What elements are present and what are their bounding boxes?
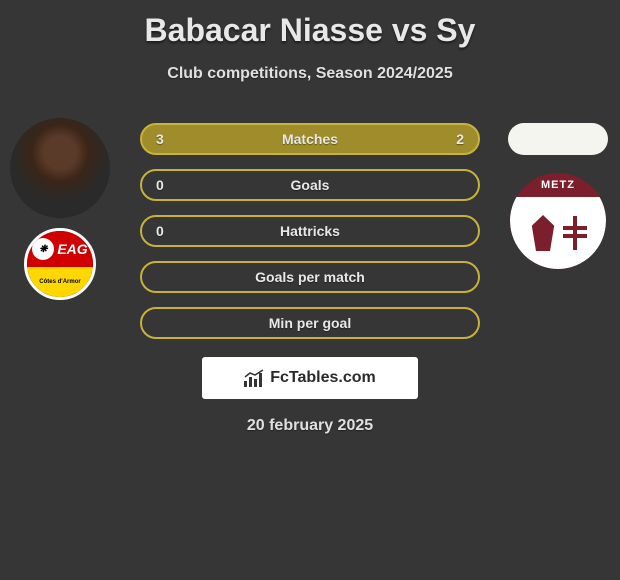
stat-label: Goals: [291, 177, 330, 193]
player-left-avatar: [10, 118, 110, 218]
brand-label: FcTables.com: [270, 369, 376, 387]
eag-sublabel: Côtes d'Armor: [27, 267, 93, 297]
stat-label: Goals per match: [255, 269, 365, 285]
right-player-column: METZ: [508, 118, 608, 269]
page-title: Babacar Niasse vs Sy: [0, 0, 620, 49]
cross-icon: [563, 216, 587, 250]
stat-row-goals: 0 Goals: [140, 169, 480, 201]
stat-rows: 3 Matches 2 0 Goals 0 Hattricks Goals pe…: [140, 123, 480, 339]
stat-label: Min per goal: [269, 315, 351, 331]
stat-row-hattricks: 0 Hattricks: [140, 215, 480, 247]
player-right-avatar-placeholder: [508, 123, 608, 155]
eag-spiral-icon: ❋: [32, 238, 54, 260]
stat-row-matches: 3 Matches 2: [140, 123, 480, 155]
stat-left-value: 0: [156, 223, 164, 239]
dragon-icon: [529, 215, 557, 251]
metz-label: METZ: [541, 179, 575, 191]
stat-left-value: 0: [156, 177, 164, 193]
date-text: 20 february 2025: [0, 417, 620, 435]
subtitle: Club competitions, Season 2024/2025: [0, 65, 620, 83]
stat-right-value: 2: [456, 131, 464, 147]
chart-icon: [244, 369, 264, 387]
eag-label: EAG: [57, 241, 87, 257]
stat-label: Matches: [282, 131, 338, 147]
club-badge-left: ❋ EAG Côtes d'Armor: [24, 228, 96, 300]
stat-left-value: 3: [156, 131, 164, 147]
brand-box: FcTables.com: [202, 357, 418, 399]
club-badge-right: METZ: [510, 173, 606, 269]
stat-row-min-per-goal: Min per goal: [140, 307, 480, 339]
left-player-column: ❋ EAG Côtes d'Armor: [10, 118, 110, 300]
content-area: ❋ EAG Côtes d'Armor METZ 3 Matches 2 0: [0, 118, 620, 339]
stat-row-goals-per-match: Goals per match: [140, 261, 480, 293]
stat-label: Hattricks: [280, 223, 340, 239]
